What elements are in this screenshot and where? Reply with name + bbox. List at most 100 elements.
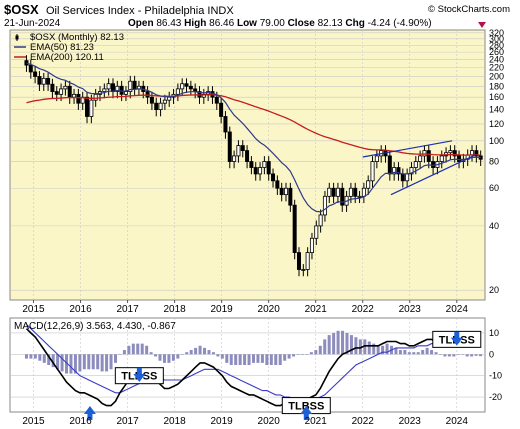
- histogram-bar: [372, 343, 376, 355]
- candle-body: [474, 150, 479, 157]
- candle-body: [357, 195, 362, 198]
- histogram-bar: [407, 352, 411, 355]
- histogram-bar: [398, 350, 402, 355]
- histogram-bar: [203, 347, 207, 355]
- x-tick-label: 2023: [399, 304, 422, 315]
- histogram-bar: [91, 354, 95, 370]
- candle-body: [227, 131, 232, 162]
- candle-body: [188, 85, 193, 90]
- macd-annotations: TLBSSTLBSSTLBSS: [83, 330, 482, 420]
- histogram-bar: [243, 354, 247, 365]
- histogram-bar: [292, 354, 296, 357]
- histogram-bar: [33, 354, 37, 359]
- histogram-bar: [65, 354, 69, 374]
- histogram-bar: [278, 354, 282, 365]
- candle-body: [67, 85, 72, 98]
- histogram-bar: [211, 352, 215, 355]
- candle-body: [418, 155, 423, 162]
- candle-body: [240, 145, 245, 152]
- histogram-bar: [69, 354, 73, 374]
- histogram-bar: [479, 354, 483, 357]
- histogram-bar: [465, 354, 469, 357]
- histogram-bar: [470, 354, 474, 357]
- histogram-bar: [96, 354, 100, 370]
- histogram-bar: [82, 354, 86, 370]
- histogram-bar: [176, 354, 180, 359]
- histogram-bar: [105, 354, 109, 372]
- histogram-bar: [381, 345, 385, 355]
- histogram-bar: [318, 345, 322, 355]
- x-tick-label: 2020: [258, 304, 281, 315]
- y-tick-label: 320: [489, 28, 504, 38]
- y-tick-label: 280: [489, 40, 504, 50]
- x-tick-label: 2018: [163, 416, 186, 427]
- histogram-bar: [323, 339, 327, 355]
- candle-body: [214, 96, 219, 104]
- histogram-bar: [363, 339, 367, 355]
- candle-body: [132, 80, 137, 90]
- histogram-bar: [403, 350, 407, 355]
- histogram-bar: [412, 352, 416, 355]
- candle-body: [305, 252, 310, 270]
- macd-line: [25, 328, 481, 407]
- arrow-stem: [303, 413, 309, 420]
- candle-body: [158, 102, 163, 110]
- ema50-line: [26, 62, 481, 213]
- x-tick-label: 2023: [399, 416, 422, 427]
- histogram-bar: [238, 354, 242, 365]
- candle-body: [245, 150, 250, 162]
- y-tick-label: 10: [489, 328, 499, 338]
- macd-signal-line: [26, 324, 481, 400]
- candle-body: [405, 173, 410, 182]
- histogram-bar: [131, 343, 135, 355]
- arrow-down-icon: [133, 373, 146, 382]
- y-tick-label: 300: [489, 34, 504, 44]
- upper-trendline: [362, 140, 453, 158]
- histogram-bar: [367, 341, 371, 355]
- x-tick-label: 2022: [352, 416, 375, 427]
- histogram-bar: [216, 354, 220, 357]
- candle-body: [327, 187, 332, 197]
- histogram-bar: [51, 354, 55, 368]
- y-tick-label: 160: [489, 92, 504, 102]
- candle-body: [340, 187, 345, 206]
- histogram-bar: [194, 347, 198, 355]
- histogram-bar: [336, 330, 340, 355]
- histogram-bar: [158, 354, 162, 361]
- histogram-bar: [309, 352, 313, 355]
- arrow-stem: [454, 331, 460, 339]
- histogram-bar: [358, 339, 362, 355]
- histogram-bar: [167, 354, 171, 363]
- histogram-bar: [421, 350, 425, 355]
- candle-body: [426, 150, 431, 162]
- candle-body: [400, 173, 405, 182]
- histogram-bar: [145, 345, 149, 355]
- candle-body: [33, 71, 38, 77]
- candle-body: [115, 85, 120, 92]
- histogram-bar: [29, 354, 33, 359]
- ohlc-readout: Open 86.43 High 86.46 Low 79.00 Close 82…: [128, 18, 432, 29]
- histogram-bar: [341, 330, 345, 355]
- histogram-bar: [332, 332, 336, 355]
- y-tick-label: 0: [489, 349, 494, 359]
- histogram-bar: [127, 345, 131, 355]
- candle-body: [288, 187, 293, 206]
- x-tick-label: 2016: [69, 416, 92, 427]
- histogram-bar: [296, 354, 300, 355]
- histogram-bar: [474, 354, 478, 356]
- candle-body: [167, 96, 172, 101]
- histogram-bar: [118, 354, 122, 355]
- candle-body: [392, 167, 397, 175]
- candle-body: [106, 83, 111, 90]
- candle-body: [284, 187, 289, 196]
- candle-body: [448, 150, 453, 154]
- candle-body: [89, 99, 94, 117]
- histogram-bar: [394, 347, 398, 355]
- candle-body: [309, 237, 314, 253]
- candle-body: [46, 77, 51, 85]
- candle-body: [301, 269, 306, 271]
- histogram-bar: [198, 345, 202, 355]
- candle-body: [232, 155, 237, 162]
